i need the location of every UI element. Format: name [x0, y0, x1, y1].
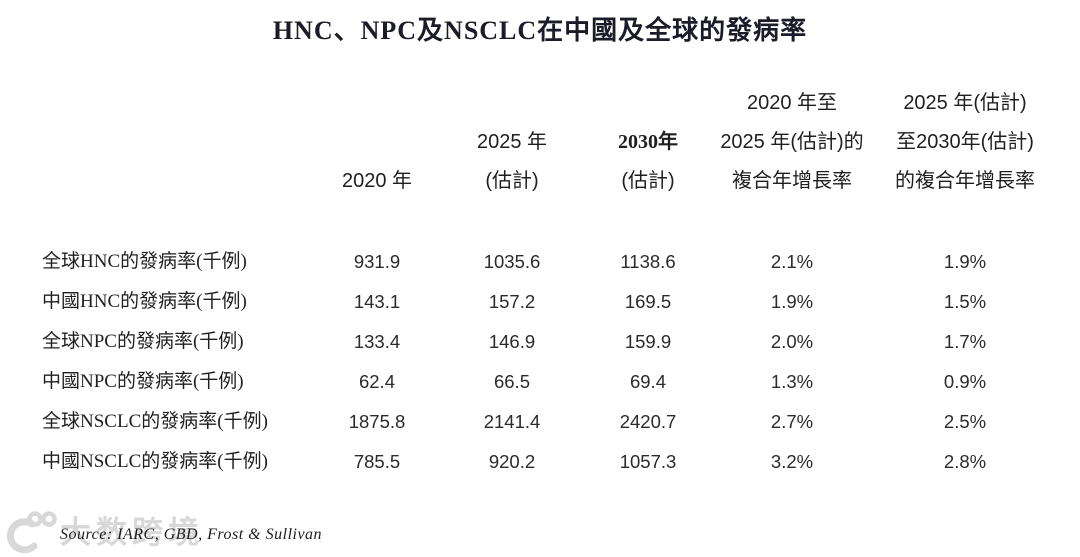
cell-2030e: 2420.7 — [619, 411, 677, 432]
cell-2020: 143.1 — [353, 291, 401, 312]
cell-2025e: 146.9 — [488, 331, 536, 352]
table-row-global-nsclc: 全球NSCLC的發病率(千例) 1875.8 2141.4 2420.7 2.7… — [0, 402, 1050, 442]
cell-cagr-2025-2030: 2.8% — [943, 451, 987, 472]
watermark: 大数跨境 — [2, 510, 204, 556]
header-line — [322, 84, 432, 123]
column-header-2025-estimate: 2025 年 (估計) — [432, 84, 592, 201]
cell-2030e: 159.9 — [624, 331, 672, 352]
cell-cagr-2020-2025: 1.3% — [770, 371, 814, 392]
cell-cagr-2020-2025: 1.9% — [770, 291, 814, 312]
row-label-column-header — [0, 84, 322, 201]
cell-cagr-2020-2025: 2.7% — [770, 411, 814, 432]
header-line: (估計) — [621, 170, 675, 192]
header-line: 至2030年(估計) — [896, 131, 1034, 153]
header-line — [432, 84, 592, 123]
header-line: 的複合年增長率 — [895, 170, 1035, 192]
cell-2025e: 2141.4 — [483, 411, 541, 432]
cell-2025e: 920.2 — [488, 451, 536, 472]
cell-2025e: 1035.6 — [483, 251, 541, 272]
cell-cagr-2025-2030: 0.9% — [943, 371, 987, 392]
cell-2020: 1875.8 — [348, 411, 406, 432]
table-row-china-hnc: 中國HNC的發病率(千例) 143.1 157.2 169.5 1.9% 1.5… — [0, 282, 1050, 322]
header-line: (估計) — [485, 170, 539, 192]
column-header-2020: 2020 年 — [322, 84, 432, 201]
column-header-cagr-2020-2025: 2020 年至 2025 年(估計)的 複合年增長率 — [704, 84, 880, 201]
table-header-row: 2020 年 2025 年 (估計) 2030年 (估計) 2020 年至 20… — [0, 84, 1050, 201]
cell-2025e: 66.5 — [493, 371, 530, 392]
cell-cagr-2025-2030: 1.7% — [943, 331, 987, 352]
cell-cagr-2025-2030: 1.9% — [943, 251, 987, 272]
cell-cagr-2020-2025: 3.2% — [770, 451, 814, 472]
cell-2020: 62.4 — [358, 371, 395, 392]
table-row-global-npc: 全球NPC的發病率(千例) 133.4 146.9 159.9 2.0% 1.7… — [0, 322, 1050, 362]
cell-2030e: 1057.3 — [619, 451, 677, 472]
row-label: 全球HNC的發病率(千例) — [42, 251, 247, 272]
cell-2020: 931.9 — [353, 251, 401, 272]
page-title: HNC、NPC及NSCLC在中國及全球的發病率 — [272, 16, 808, 45]
cell-2030e: 1138.6 — [620, 251, 676, 272]
header-line — [322, 123, 432, 162]
row-label: 中國HNC的發病率(千例) — [42, 291, 247, 312]
row-label: 全球NPC的發病率(千例) — [42, 331, 244, 352]
header-line — [592, 84, 704, 123]
cell-cagr-2020-2025: 2.0% — [770, 331, 814, 352]
table-body: 全球HNC的發病率(千例) 931.9 1035.6 1138.6 2.1% 1… — [0, 242, 1050, 482]
cell-cagr-2020-2025: 2.1% — [770, 251, 814, 272]
header-line: 複合年增長率 — [732, 170, 852, 192]
column-header-cagr-2025-2030: 2025 年(估計) 至2030年(估計) 的複合年增長率 — [880, 84, 1050, 201]
cell-2020: 133.4 — [353, 331, 401, 352]
header-line: 2020 年 — [341, 170, 413, 192]
table-row-china-nsclc: 中國NSCLC的發病率(千例) 785.5 920.2 1057.3 3.2% … — [0, 442, 1050, 482]
table-row-china-npc: 中國NPC的發病率(千例) 62.4 66.5 69.4 1.3% 0.9% — [0, 362, 1050, 402]
header-line: 2020 年至 — [746, 92, 838, 114]
table-row-global-hnc: 全球HNC的發病率(千例) 931.9 1035.6 1138.6 2.1% 1… — [0, 242, 1050, 282]
row-label: 全球NSCLC的發病率(千例) — [42, 411, 268, 432]
cell-2030e: 169.5 — [624, 291, 672, 312]
cell-2020: 785.5 — [353, 451, 401, 472]
row-label: 中國NPC的發病率(千例) — [42, 371, 244, 392]
cell-cagr-2025-2030: 2.5% — [943, 411, 987, 432]
watermark-logo-icon — [6, 511, 57, 554]
row-label: 中國NSCLC的發病率(千例) — [42, 451, 268, 472]
cell-2030e: 69.4 — [629, 371, 666, 392]
header-line: 2030年 — [618, 131, 678, 153]
column-header-2030-estimate: 2030年 (估計) — [592, 84, 704, 201]
watermark-text: 大数跨境 — [60, 515, 204, 550]
header-line: 2025 年(估計)的 — [720, 131, 864, 153]
source-note: Source: IARC, GBD, Frost & Sullivan — [60, 526, 323, 543]
cell-cagr-2025-2030: 1.5% — [943, 291, 987, 312]
cell-2025e: 157.2 — [488, 291, 536, 312]
header-line: 2025 年 — [476, 131, 548, 153]
header-line: 2025 年(估計) — [903, 92, 1027, 114]
